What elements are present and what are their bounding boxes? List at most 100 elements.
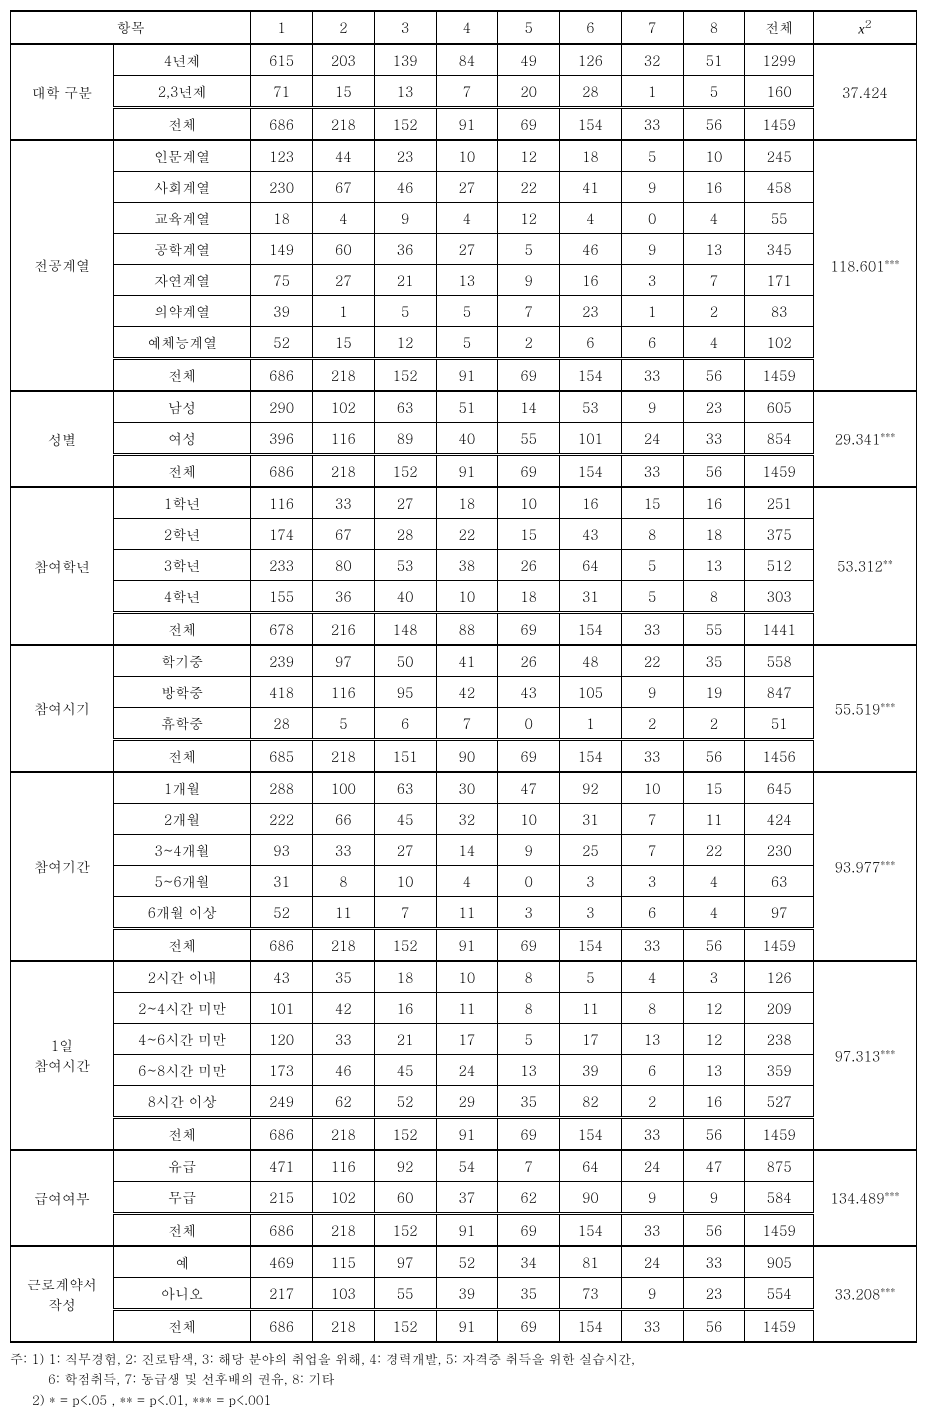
row-label: 남성 (113, 391, 250, 423)
row-label: 5~6개월 (113, 865, 250, 896)
cell-value: 512 (745, 549, 814, 580)
cell-value: 9 (683, 1181, 745, 1213)
cell-value: 90 (436, 739, 498, 772)
cell-value: 605 (745, 391, 814, 423)
cell-value: 11 (436, 992, 498, 1023)
cell-value: 11 (436, 896, 498, 928)
cell-value: 249 (251, 1085, 313, 1117)
row-label: 1개월 (113, 772, 250, 804)
header-col-7: 7 (621, 11, 683, 44)
cell-value: 10 (498, 803, 560, 834)
cell-value: 218 (312, 107, 374, 140)
cell-value: 24 (621, 1246, 683, 1278)
chi-square-value: 37.424 (813, 44, 916, 140)
cell-value: 905 (745, 1246, 814, 1278)
header-col-5: 5 (498, 11, 560, 44)
cell-value: 18 (683, 518, 745, 549)
cell-value: 854 (745, 422, 814, 454)
cell-value: 4 (683, 202, 745, 233)
note-prefix-2: 2) (32, 1390, 49, 1409)
cell-value: 92 (374, 1150, 436, 1182)
row-label: 의약계열 (113, 295, 250, 326)
cell-value: 5 (436, 326, 498, 358)
row-label: 전체 (113, 739, 250, 772)
cell-value: 22 (498, 171, 560, 202)
row-label: 전체 (113, 454, 250, 487)
cell-value: 345 (745, 233, 814, 264)
cell-value: 35 (498, 1085, 560, 1117)
cell-value: 154 (560, 612, 622, 645)
cell-value: 645 (745, 772, 814, 804)
cell-value: 95 (374, 676, 436, 707)
cell-value: 97 (745, 896, 814, 928)
cell-value: 154 (560, 454, 622, 487)
cell-value: 34 (498, 1246, 560, 1278)
cell-value: 51 (745, 707, 814, 739)
note-line-2: * = p<.05 , ** = p<.01, *** = p<.001 (49, 1390, 271, 1409)
cell-value: 33 (621, 1117, 683, 1150)
cell-value: 5 (374, 295, 436, 326)
chi-square-value: 97.313*** (813, 961, 916, 1150)
cell-value: 12 (498, 140, 560, 172)
cell-value: 0 (498, 865, 560, 896)
cell-value: 6 (621, 326, 683, 358)
cell-value: 8 (621, 992, 683, 1023)
chi-square-value: 33.208*** (813, 1246, 916, 1342)
cell-value: 25 (560, 834, 622, 865)
cell-value: 1 (621, 75, 683, 107)
cell-value: 174 (251, 518, 313, 549)
cell-value: 218 (312, 358, 374, 391)
cell-value: 82 (560, 1085, 622, 1117)
cell-value: 469 (251, 1246, 313, 1278)
cell-value: 22 (683, 834, 745, 865)
cell-value: 10 (498, 487, 560, 519)
cell-value: 41 (436, 645, 498, 677)
cell-value: 102 (745, 326, 814, 358)
row-label: 6개월 이상 (113, 896, 250, 928)
cell-value: 23 (683, 391, 745, 423)
cell-value: 55 (745, 202, 814, 233)
cell-value: 38 (436, 549, 498, 580)
cell-value: 84 (436, 44, 498, 76)
cell-value: 69 (498, 358, 560, 391)
chi-square-value: 29.341*** (813, 391, 916, 487)
cell-value: 102 (312, 1181, 374, 1213)
cell-value: 91 (436, 1117, 498, 1150)
cell-value: 154 (560, 1117, 622, 1150)
cell-value: 3 (683, 961, 745, 993)
cell-value: 458 (745, 171, 814, 202)
chi-square-value: 55.519*** (813, 645, 916, 772)
cell-value: 48 (560, 645, 622, 677)
cell-value: 8 (312, 865, 374, 896)
cell-value: 1299 (745, 44, 814, 76)
cell-value: 47 (498, 772, 560, 804)
cell-value: 69 (498, 1117, 560, 1150)
cell-value: 93 (251, 834, 313, 865)
cell-value: 53 (560, 391, 622, 423)
cell-value: 0 (621, 202, 683, 233)
cell-value: 152 (374, 1117, 436, 1150)
cell-value: 32 (436, 803, 498, 834)
note-line-1: 1: 직무경험, 2: 진로탐색, 3: 해당 분야의 취업을 위해, 4: 경… (49, 1349, 635, 1368)
cell-value: 9 (498, 264, 560, 295)
cell-value: 17 (560, 1023, 622, 1054)
cell-value: 50 (374, 645, 436, 677)
cell-value: 105 (560, 676, 622, 707)
group-label: 대학 구분 (11, 44, 114, 140)
group-label: 근로계약서작성 (11, 1246, 114, 1342)
cell-value: 91 (436, 454, 498, 487)
cell-value: 46 (312, 1054, 374, 1085)
row-label: 공학계열 (113, 233, 250, 264)
cell-value: 160 (745, 75, 814, 107)
cell-value: 42 (436, 676, 498, 707)
cell-value: 0 (498, 707, 560, 739)
cell-value: 16 (560, 487, 622, 519)
cell-value: 152 (374, 928, 436, 961)
cell-value: 56 (683, 1213, 745, 1246)
cell-value: 1459 (745, 1117, 814, 1150)
cell-value: 33 (683, 1246, 745, 1278)
cell-value: 97 (312, 645, 374, 677)
cell-value: 217 (251, 1277, 313, 1309)
cell-value: 239 (251, 645, 313, 677)
cell-value: 51 (683, 44, 745, 76)
